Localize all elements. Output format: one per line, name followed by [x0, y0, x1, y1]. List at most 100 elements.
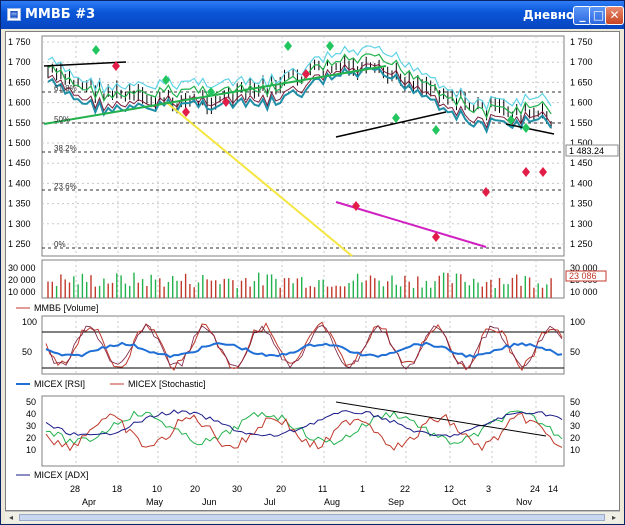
buy-signal-marker [432, 125, 440, 135]
stochastic-signal-line [45, 323, 563, 370]
title-bar[interactable]: ▤ ММВБ #3 Дневной _ □ ✕ [1, 1, 624, 29]
sell-signal-marker [352, 201, 360, 211]
fib-label: 0% [54, 240, 66, 249]
close-button[interactable]: ✕ [605, 6, 624, 25]
volume-tick-right: 10 000 [570, 287, 598, 297]
adx-tick-right: 50 [570, 397, 580, 407]
osc-tick-right: 50 [570, 347, 580, 357]
last-price-label: 1 483.24 [569, 146, 604, 156]
adx-legend: MICEX [ADX] [34, 470, 89, 480]
adx-tick-left: 10 [26, 445, 36, 455]
moving-average-line [47, 45, 552, 112]
price-tick-left: 1 450 [8, 158, 31, 168]
price-panel[interactable] [41, 35, 565, 257]
fib-label: 38.2% [54, 144, 77, 153]
price-tick-right: 1 600 [570, 98, 593, 108]
price-tick-right: 1 750 [570, 37, 593, 47]
black-trendline [335, 111, 447, 138]
scroll-right-icon[interactable]: ▸ [611, 513, 616, 522]
price-tick-left: 1 550 [8, 118, 31, 128]
x-axis-day: 12 [444, 484, 454, 494]
buy-signal-marker [392, 113, 400, 123]
scroll-thumb[interactable] [19, 514, 605, 521]
adx-trendline [335, 401, 547, 437]
osc-tick-right: 100 [570, 317, 585, 327]
moving-average-line [47, 63, 552, 129]
fib-label: 23.6% [54, 182, 77, 191]
price-tick-left: 1 600 [8, 98, 31, 108]
x-axis-day: 1 [360, 484, 365, 494]
x-axis-month: Aug [324, 497, 340, 507]
x-axis-day: 11 [318, 484, 327, 494]
stoch-legend: MICEX [Stochastic] [128, 379, 206, 389]
sell-signal-marker [522, 167, 530, 177]
volume-tick-left: 10 000 [8, 287, 36, 297]
price-tick-left: 1 750 [8, 37, 31, 47]
last-volume-box [565, 270, 607, 282]
sell-signal-marker [182, 107, 190, 117]
timeframe-label[interactable]: Дневной [523, 8, 583, 22]
price-tick-left: 1 350 [8, 199, 31, 209]
adx-tick-left: 40 [26, 409, 36, 419]
buy-signal-marker [207, 87, 215, 97]
rsi-line [45, 341, 563, 359]
x-axis-day: 20 [276, 484, 286, 494]
price-tick-left: 1 650 [8, 77, 31, 87]
adx-tick-right: 30 [570, 421, 580, 431]
price-tick-left: 1 500 [8, 138, 31, 148]
adx-tick-right: 40 [570, 409, 580, 419]
price-tick-right: 1 650 [570, 77, 593, 87]
black-trendline [505, 123, 555, 135]
x-axis-month: Sep [388, 497, 404, 507]
adx-line [45, 409, 563, 438]
price-tick-right: 1 300 [570, 219, 593, 229]
adx-minus-di-line [45, 412, 563, 452]
volume-tick-left: 20 000 [8, 275, 36, 285]
price-tick-left: 1 300 [8, 219, 31, 229]
magenta-trendline [335, 201, 487, 248]
rsi-legend: MICEX [RSI] [34, 379, 85, 389]
adx-tick-left: 50 [26, 397, 36, 407]
axis-labels: 1 750 1 750 1 700 1 700 1 650 1 650 1 600 1 600… [8, 37, 619, 507]
price-tick-right: 1 700 [570, 57, 593, 67]
chart-canvas[interactable]: 1 750 1 750 1 700 1 700 1 650 1 650 1 600 1 600… [6, 32, 619, 510]
volume-legend: ММВБ [Volume] [34, 303, 98, 313]
sell-signal-marker [432, 232, 440, 242]
adx-tick-left: 30 [26, 421, 36, 431]
horizontal-scrollbar[interactable]: ◂ ▸ [5, 511, 620, 523]
fib-label: 61.8% [54, 84, 77, 93]
adx-lines [45, 401, 563, 452]
volume-tick-right: 30 000 [570, 263, 598, 273]
x-axis-month: Apr [82, 497, 96, 507]
x-axis-day: 28 [70, 484, 80, 494]
last-price-box [565, 144, 619, 157]
price-tick-left: 1 700 [8, 57, 31, 67]
x-axis-day: 22 [400, 484, 410, 494]
oscillator-lines [42, 321, 564, 372]
price-tick-right: 1 500 [570, 138, 593, 148]
x-axis-month: Jun [202, 497, 217, 507]
moving-average-line [47, 66, 552, 135]
volume-bars [47, 272, 552, 298]
sell-signal-marker [222, 97, 230, 107]
x-axis-day: 30 [232, 484, 242, 494]
buy-signal-marker [162, 75, 170, 85]
x-axis-day: 10 [152, 484, 162, 494]
chart-area[interactable]: 1 750 1 750 1 700 1 700 1 650 1 650 1 600 1 600… [5, 31, 620, 511]
volume-panel[interactable] [41, 259, 565, 299]
price-tick-right: 1 350 [570, 199, 593, 209]
chart-window-icon: ▤ [7, 8, 21, 21]
price-tick-right: 1 450 [570, 158, 593, 168]
x-axis-day: 20 [190, 484, 200, 494]
buy-signal-marker [284, 41, 292, 51]
green-trendline [43, 65, 387, 125]
volume-tick-left: 30 000 [8, 263, 36, 273]
moving-average-line [47, 53, 552, 120]
buy-signal-marker [92, 45, 100, 55]
yellow-trendline [165, 101, 353, 257]
adx-panel[interactable] [41, 395, 565, 467]
sell-signal-marker [539, 167, 547, 177]
last-volume-label: 23 086 [569, 271, 597, 281]
scroll-left-icon[interactable]: ◂ [8, 513, 13, 522]
price-series [43, 41, 555, 257]
